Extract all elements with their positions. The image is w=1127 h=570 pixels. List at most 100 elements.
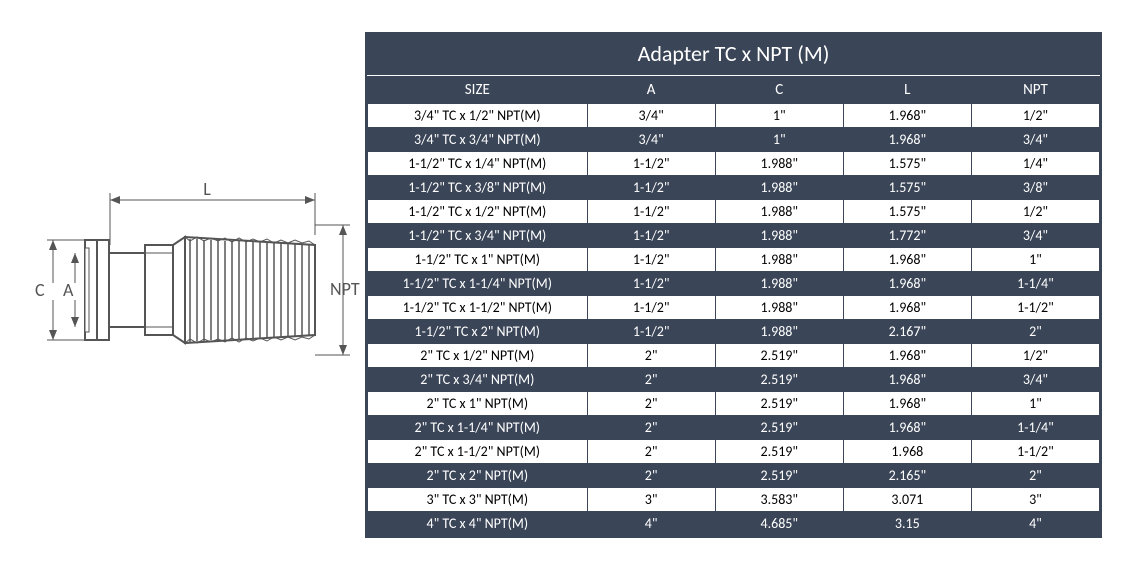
table-cell: 3/4" TC x 1/2" NPT(M) [368, 104, 588, 128]
table-cell: 1-1/2" [587, 176, 715, 200]
table-cell: 2" [971, 320, 1099, 344]
table-row: 2" TC x 3/4" NPT(M)2"2.519"1.968"3/4" [368, 368, 1100, 392]
table-cell: 1/2" [971, 344, 1099, 368]
table-cell: 1-1/4" [971, 272, 1099, 296]
table-cell: 2.165" [843, 464, 971, 488]
table-title: Adapter TC x NPT (M) [367, 34, 1100, 76]
table-cell: 1-1/2" [587, 296, 715, 320]
table-cell: 2" TC x 1" NPT(M) [368, 392, 588, 416]
table-row: 1-1/2" TC x 2" NPT(M)1-1/2"1.988"2.167"2… [368, 320, 1100, 344]
table-cell: 1.988" [715, 248, 843, 272]
table-cell: 1.988" [715, 320, 843, 344]
table-cell: 1.968" [843, 368, 971, 392]
table-cell: 4.685" [715, 512, 843, 536]
table-cell: 1/2" [971, 104, 1099, 128]
table-cell: 2.167" [843, 320, 971, 344]
table-cell: 2" TC x 1-1/4" NPT(M) [368, 416, 588, 440]
table-row: 1-1/2" TC x 1-1/2" NPT(M)1-1/2"1.988"1.9… [368, 296, 1100, 320]
table-cell: 3/8" [971, 176, 1099, 200]
table-cell: 2" TC x 2" NPT(M) [368, 464, 588, 488]
table-cell: 2" TC x 3/4" NPT(M) [368, 368, 588, 392]
table-row: 1-1/2" TC x 3/4" NPT(M)1-1/2"1.988"1.772… [368, 224, 1100, 248]
table-cell: 3/4" TC x 3/4" NPT(M) [368, 128, 588, 152]
table-cell: 1.575" [843, 200, 971, 224]
table-cell: 1.988" [715, 152, 843, 176]
table-cell: 1-1/2" TC x 3/4" NPT(M) [368, 224, 588, 248]
table-cell: 1-1/2" [587, 200, 715, 224]
table-cell: 1.968" [843, 104, 971, 128]
table-cell: 1" [971, 248, 1099, 272]
table-cell: 1.968" [843, 344, 971, 368]
table-cell: 2" [587, 392, 715, 416]
col-header-a: A [587, 77, 715, 104]
table-cell: 3.15 [843, 512, 971, 536]
table-cell: 1-1/2" [587, 248, 715, 272]
table-cell: 4" [971, 512, 1099, 536]
table-row: 4" TC x 4" NPT(M)4"4.685"3.154" [368, 512, 1100, 536]
table-row: 1-1/2" TC x 3/8" NPT(M)1-1/2"1.988"1.575… [368, 176, 1100, 200]
table-cell: 3/4" [971, 128, 1099, 152]
table-row: 2" TC x 2" NPT(M)2"2.519"2.165"2" [368, 464, 1100, 488]
table-cell: 1.968" [843, 272, 971, 296]
table-cell: 2" [587, 464, 715, 488]
table-cell: 1-1/2" [971, 296, 1099, 320]
table-cell: 1.988" [715, 200, 843, 224]
table-cell: 1-1/2" TC x 3/8" NPT(M) [368, 176, 588, 200]
table-cell: 3/4" [587, 128, 715, 152]
table-cell: 3/4" [587, 104, 715, 128]
table-cell: 2.519" [715, 368, 843, 392]
table-cell: 1.988" [715, 176, 843, 200]
table-cell: 2.519" [715, 392, 843, 416]
label-A: A [63, 279, 74, 301]
table-cell: 1-1/2" [587, 224, 715, 248]
table-cell: 1-1/4" [971, 416, 1099, 440]
label-NPT: NPT [330, 278, 360, 300]
table-cell: 2" [587, 416, 715, 440]
table-cell: 1-1/2" TC x 1" NPT(M) [368, 248, 588, 272]
table-cell: 3.583" [715, 488, 843, 512]
table-cell: 1" [715, 128, 843, 152]
table-cell: 1" [971, 392, 1099, 416]
table-row: 2" TC x 1/2" NPT(M)2"2.519"1.968"1/2" [368, 344, 1100, 368]
table-cell: 1-1/2" [587, 152, 715, 176]
table-cell: 1-1/2" TC x 1-1/2" NPT(M) [368, 296, 588, 320]
table-cell: 3" [971, 488, 1099, 512]
table-cell: 1.968" [843, 248, 971, 272]
table-cell: 3/4" [971, 368, 1099, 392]
table-cell: 1.575" [843, 176, 971, 200]
table-cell: 2.519" [715, 344, 843, 368]
spec-table-container: Adapter TC x NPT (M) SIZE A C L NPT 3/4"… [365, 32, 1102, 538]
table-row: 1-1/2" TC x 1/2" NPT(M)1-1/2"1.988"1.575… [368, 200, 1100, 224]
table-cell: 1-1/2" TC x 1/4" NPT(M) [368, 152, 588, 176]
table-cell: 1.968" [843, 128, 971, 152]
table-cell: 2" [971, 464, 1099, 488]
table-cell: 1.968" [843, 392, 971, 416]
table-cell: 2.519" [715, 440, 843, 464]
table-cell: 4" [587, 512, 715, 536]
table-cell: 2" TC x 1/2" NPT(M) [368, 344, 588, 368]
table-row: 1-1/2" TC x 1/4" NPT(M)1-1/2"1.988"1.575… [368, 152, 1100, 176]
table-row: 3" TC x 3" NPT(M)3"3.583"3.0713" [368, 488, 1100, 512]
adapter-diagram: L NPT C A [25, 145, 365, 425]
table-cell: 2.519" [715, 464, 843, 488]
table-cell: 3.071 [843, 488, 971, 512]
table-cell: 1-1/2" TC x 1/2" NPT(M) [368, 200, 588, 224]
label-C: C [35, 279, 45, 301]
table-cell: 1.988" [715, 296, 843, 320]
spec-table: SIZE A C L NPT 3/4" TC x 1/2" NPT(M)3/4"… [367, 76, 1100, 536]
table-row: 2" TC x 1" NPT(M)2"2.519"1.968"1" [368, 392, 1100, 416]
table-header-row: SIZE A C L NPT [368, 77, 1100, 104]
col-header-size: SIZE [368, 77, 588, 104]
table-cell: 3" [587, 488, 715, 512]
table-cell: 2.519" [715, 416, 843, 440]
col-header-npt: NPT [971, 77, 1099, 104]
col-header-c: C [715, 77, 843, 104]
table-row: 1-1/2" TC x 1-1/4" NPT(M)1-1/2"1.988"1.9… [368, 272, 1100, 296]
table-row: 3/4" TC x 1/2" NPT(M)3/4"1"1.968"1/2" [368, 104, 1100, 128]
table-row: 2" TC x 1-1/4" NPT(M)2"2.519"1.968"1-1/4… [368, 416, 1100, 440]
table-cell: 1-1/2" [971, 440, 1099, 464]
table-cell: 1/2" [971, 200, 1099, 224]
table-cell: 2" [587, 344, 715, 368]
table-row: 1-1/2" TC x 1" NPT(M)1-1/2"1.988"1.968"1… [368, 248, 1100, 272]
label-L: L [203, 178, 211, 200]
